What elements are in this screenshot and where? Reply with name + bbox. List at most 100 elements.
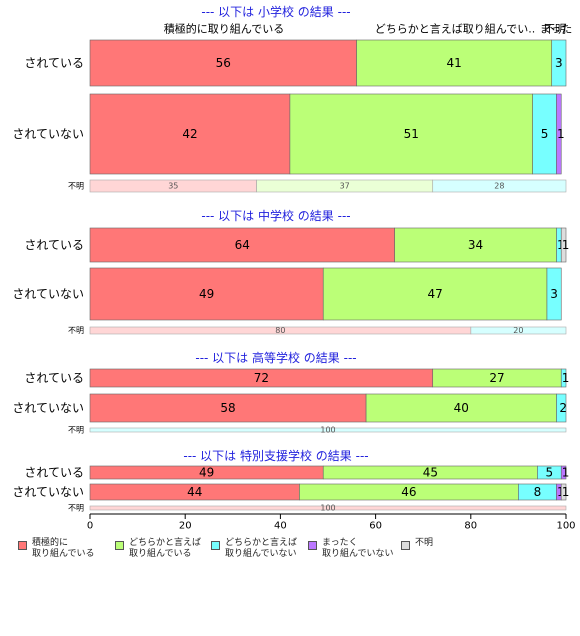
data-label: 5 <box>541 127 549 141</box>
bar-segment <box>560 465 567 480</box>
x-tick-label: 20 <box>179 521 192 532</box>
chart-legend: 積極的に 取り組んでいる どちらかと言えば 取り組んでいる どちらかと言えば 取… <box>18 538 578 578</box>
data-label: 51 <box>404 127 419 141</box>
x-tick-label: 60 <box>369 521 382 532</box>
legend-swatch <box>115 541 124 550</box>
legend-label: まったく 取り組んでいない <box>322 538 394 559</box>
row-label: されている <box>24 466 84 480</box>
data-label: 44 <box>187 485 202 499</box>
legend-swatch <box>401 541 410 550</box>
legend-item: どちらかと言えば 取り組んでいる <box>115 538 201 560</box>
data-label: 27 <box>489 371 504 385</box>
data-label: 1 <box>557 485 565 499</box>
data-label: 49 <box>199 287 214 301</box>
data-label: 1 <box>562 371 570 385</box>
x-tick-label: 80 <box>464 521 477 532</box>
bar-segment <box>556 93 562 175</box>
data-label: 1 <box>557 127 565 141</box>
bar-segment <box>89 505 567 511</box>
data-label: 35 <box>168 182 178 191</box>
x-tick-label: 100 <box>556 521 575 532</box>
legend-label: 不明 <box>415 538 434 548</box>
data-label: 64 <box>235 238 250 252</box>
legend-label: どちらかと言えば 取り組んでいない <box>225 538 298 559</box>
data-label: 47 <box>427 287 442 301</box>
data-label: 40 <box>454 401 469 415</box>
row-label: されていない <box>12 485 84 499</box>
data-label: 28 <box>494 182 504 191</box>
bar-segment <box>89 227 395 263</box>
row-label: されている <box>24 238 84 252</box>
data-label: 3 <box>550 287 558 301</box>
data-label: 41 <box>446 56 461 70</box>
bar-segment <box>560 368 567 388</box>
bar-segment <box>551 39 567 87</box>
data-label: 2 <box>559 401 567 415</box>
bar-segment <box>556 393 567 423</box>
data-label: 20 <box>513 326 523 335</box>
x-tick-label: 0 <box>87 521 93 532</box>
bar-segment <box>356 39 553 87</box>
data-label: 37 <box>340 182 350 191</box>
bar-segment <box>89 427 567 433</box>
legend-item: 不明 <box>401 538 433 550</box>
bar-segment <box>322 267 548 321</box>
data-label: 34 <box>468 238 483 252</box>
data-label: 3 <box>555 56 563 70</box>
data-label: 1 <box>562 485 570 499</box>
legend-item: 積極的に 取り組んでいる <box>18 538 95 560</box>
row-label: されている <box>24 371 84 385</box>
legend-swatch <box>18 541 27 550</box>
data-label: 42 <box>182 127 197 141</box>
bar-segment <box>546 267 562 321</box>
row-label: 不明 <box>68 326 84 335</box>
top-category-label: 積極的に取り組んでいる <box>164 22 284 36</box>
top-category-label: 不明 <box>544 23 566 36</box>
data-label: 49 <box>199 466 214 480</box>
data-label: 72 <box>254 371 269 385</box>
row-label: 不明 <box>68 426 84 435</box>
data-label: 1 <box>562 238 570 252</box>
row-label: 不明 <box>68 182 84 191</box>
panel-title: --- 以下は 高等学校 の結果 --- <box>195 350 356 365</box>
row-label: されている <box>24 56 84 70</box>
data-label: 45 <box>423 466 438 480</box>
data-label: 8 <box>534 485 542 499</box>
data-label: 1 <box>562 466 570 480</box>
bar-segment <box>394 227 557 263</box>
data-label: 5 <box>546 466 554 480</box>
data-label: 58 <box>220 401 235 415</box>
row-label: 不明 <box>68 504 84 513</box>
data-label: 1 <box>557 238 565 252</box>
row-label: されていない <box>12 127 84 141</box>
bar-segment <box>365 393 557 423</box>
row-label: されていない <box>12 401 84 415</box>
legend-label: 積極的に 取り組んでいる <box>32 538 95 559</box>
data-label: 56 <box>216 56 231 70</box>
legend-swatch <box>211 541 220 550</box>
bar-segment <box>560 483 567 501</box>
data-label: 80 <box>275 326 285 335</box>
legend-item: どちらかと言えば 取り組んでいない <box>211 538 297 560</box>
data-label: 46 <box>401 485 416 499</box>
panel-title: --- 以下は 特別支援学校 の結果 --- <box>183 448 368 463</box>
bar-segment <box>470 326 567 335</box>
panel-title: --- 以下は 小学校 の結果 --- <box>201 4 350 19</box>
data-label: 100 <box>320 504 335 513</box>
top-category-label: まった <box>540 23 573 36</box>
bar-segment <box>289 93 533 175</box>
panel-title: --- 以下は 中学校 の結果 --- <box>201 208 350 223</box>
bar-segment <box>89 267 324 321</box>
bar-segment <box>89 39 357 87</box>
bar-segment <box>560 227 567 263</box>
legend-swatch <box>308 541 317 550</box>
legend-item: まったく 取り組んでいない <box>308 538 394 560</box>
row-label: されていない <box>12 287 84 301</box>
top-category-label: どちらかと言えば取り組んでい.. <box>375 23 535 36</box>
legend-label: どちらかと言えば 取り組んでいる <box>129 538 202 559</box>
x-tick-label: 40 <box>274 521 287 532</box>
bar-segment <box>432 179 567 193</box>
data-label: 100 <box>320 426 335 435</box>
bar-segment <box>89 393 367 423</box>
